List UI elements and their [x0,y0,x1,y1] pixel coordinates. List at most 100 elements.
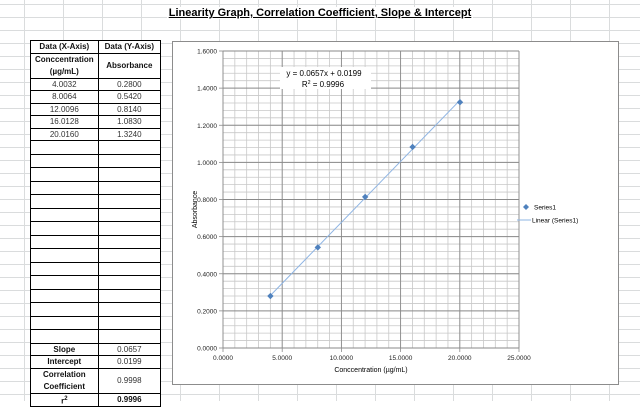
svg-text:1.4000: 1.4000 [197,86,217,93]
empty-cell[interactable] [30,140,99,155]
empty-cell[interactable] [97,329,162,344]
data-point-diamond[interactable] [361,193,369,201]
cell-x[interactable]: 20.0160 [30,127,99,141]
cell-y[interactable]: 1.0830 [97,115,162,129]
x-axis-label: Conccentration (µg/mL) [334,367,407,374]
empty-cell[interactable] [97,248,162,263]
chart-canvas: 0.0000 0.2000 0.4000 0.6000 0.8000 1.0000 1.20… [192,49,578,375]
empty-cell[interactable] [97,302,162,317]
cell-y[interactable]: 0.5420 [97,90,162,104]
empty-cell[interactable] [30,234,99,249]
empty-row [30,248,162,263]
data-point-diamond[interactable] [456,99,464,106]
empty-cell[interactable] [30,329,99,344]
svg-text:0.8000: 0.8000 [197,197,217,204]
svg-text:15.0000: 15.0000 [389,355,413,362]
slope-value[interactable]: 0.0657 [97,342,162,356]
svg-text:0.0000: 0.0000 [197,346,217,353]
svg-text:Linear (Series1): Linear (Series1) [532,218,578,225]
trendline-equation[interactable]: y = 0.0657x + 0.0199 R2 = 0.9996 [280,67,371,89]
svg-text:0.0000: 0.0000 [213,355,233,362]
empty-cell[interactable] [30,194,99,209]
cell-x[interactable]: 12.0096 [30,102,99,116]
empty-cell[interactable] [30,153,99,168]
empty-cell[interactable] [97,275,162,290]
r2-value[interactable]: 0.9996 [97,392,162,407]
svg-text:R2 = 0.9996: R2 = 0.9996 [302,80,345,89]
empty-row [30,140,162,155]
empty-row [30,167,162,182]
legend-series1[interactable]: Series1 [523,204,556,212]
empty-cell[interactable] [97,261,162,276]
empty-cell[interactable] [97,180,162,195]
data-table: Data (X-Axis) Data (Y-Axis) Conccentrati… [30,40,162,407]
empty-cell[interactable] [97,207,162,222]
intercept-value[interactable]: 0.0199 [97,355,162,369]
r2-row: r2 0.9996 [30,392,162,407]
correlation-value[interactable]: 0.9998 [97,367,162,394]
linearity-chart[interactable]: 0.0000 0.2000 0.4000 0.6000 0.8000 1.0000 1.20… [172,41,619,385]
empty-row [30,261,162,276]
svg-text:10.0000: 10.0000 [330,355,354,362]
cell-y[interactable]: 0.8140 [97,102,162,116]
correlation-label[interactable]: Correlation Coefficient [30,367,99,394]
empty-cell[interactable] [97,315,162,330]
header-concentration[interactable]: Conccentration (µg/mL) [30,52,99,79]
intercept-row: Intercept 0.0199 [30,355,162,369]
table-row: 12.0096 0.8140 [30,102,162,116]
cell-y[interactable]: 0.2800 [97,77,162,91]
empty-row [30,153,162,168]
empty-cell[interactable] [30,167,99,182]
cell-y[interactable]: 1.3240 [97,127,162,141]
intercept-label[interactable]: Intercept [30,355,99,369]
header-y-axis[interactable]: Data (Y-Axis) [97,40,162,54]
svg-text:0.2000: 0.2000 [197,308,217,315]
empty-row [30,180,162,195]
data-point-diamond[interactable] [314,244,321,251]
empty-cell[interactable] [30,275,99,290]
empty-cell[interactable] [30,302,99,317]
legend[interactable]: Series1 Linear (Series1) [517,204,578,225]
empty-cell[interactable] [97,194,162,209]
cell-x[interactable]: 16.0128 [30,115,99,129]
svg-text:y = 0.0657x + 0.0199: y = 0.0657x + 0.0199 [286,69,362,78]
empty-cell[interactable] [30,207,99,222]
header-x-axis[interactable]: Data (X-Axis) [30,40,99,54]
empty-row [30,315,162,330]
empty-cell[interactable] [97,153,162,168]
data-point-diamond[interactable] [267,292,274,300]
empty-cell[interactable] [97,288,162,303]
empty-row [30,288,162,303]
cell-x[interactable]: 4.0032 [30,77,99,91]
y-axis-ticks: 0.0000 0.2000 0.4000 0.6000 0.8000 1.0000 1.20… [197,49,223,353]
empty-cell[interactable] [30,180,99,195]
svg-text:Series1: Series1 [534,205,556,212]
empty-row [30,194,162,209]
r2-label[interactable]: r2 [30,392,99,407]
empty-cell[interactable] [30,221,99,236]
empty-cell[interactable] [97,234,162,249]
svg-text:1.2000: 1.2000 [197,123,217,130]
header-absorbance[interactable]: Absorbance [97,52,162,79]
empty-cell[interactable] [30,261,99,276]
page-title: Linearity Graph, Correlation Coefficient… [166,7,474,19]
empty-row [30,329,162,344]
table-row: 20.0160 1.3240 [30,127,162,141]
svg-text:1.6000: 1.6000 [197,49,217,56]
empty-cell[interactable] [97,140,162,155]
empty-cell[interactable] [97,167,162,182]
empty-cell[interactable] [30,315,99,330]
slope-label[interactable]: Slope [30,342,99,356]
table-row: 8.0064 0.5420 [30,90,162,104]
empty-row [30,234,162,249]
svg-text:0.4000: 0.4000 [197,271,217,278]
empty-row [30,302,162,317]
empty-cell[interactable] [30,288,99,303]
empty-cell[interactable] [97,221,162,236]
data-point-diamond[interactable] [409,143,416,151]
cell-x[interactable]: 8.0064 [30,90,99,104]
x-axis-ticks: 0.0000 5.0000 10.0000 15.0000 20.0000 25.0000 [213,348,531,362]
empty-cell[interactable] [30,248,99,263]
y-axis-label: Absorbance [192,191,199,228]
legend-linear-series1[interactable]: Linear (Series1) [517,218,578,225]
